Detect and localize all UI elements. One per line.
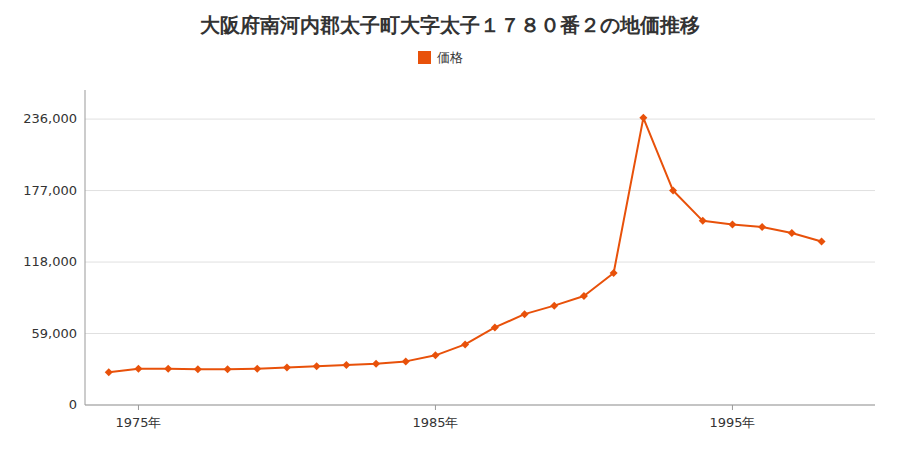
x-tick-label: 1995年 xyxy=(709,415,755,430)
marker xyxy=(669,187,677,195)
y-axis-line xyxy=(85,90,86,405)
line xyxy=(109,118,822,372)
chart: 大阪府南河内郡太子町大字太子１７８０番２の地価推移 0 59,000 118,000 1… xyxy=(0,0,900,450)
marker xyxy=(164,365,172,373)
grid-line xyxy=(85,405,875,406)
y-tick-label: 59,000 xyxy=(32,326,78,341)
plot-area xyxy=(105,114,826,376)
marker xyxy=(521,310,529,318)
marker xyxy=(580,292,588,300)
marker xyxy=(342,361,350,369)
marker xyxy=(491,323,499,331)
marker xyxy=(610,269,618,277)
y-tick-label: 236,000 xyxy=(23,111,77,126)
marker xyxy=(728,220,736,228)
marker xyxy=(253,365,261,373)
x-tick xyxy=(732,405,733,410)
grid xyxy=(85,119,875,405)
marker xyxy=(758,223,766,231)
marker xyxy=(550,302,558,310)
marker xyxy=(461,340,469,348)
marker xyxy=(699,217,707,225)
y-tick-label: 177,000 xyxy=(23,183,77,198)
x-tick-label: 1985年 xyxy=(412,415,458,430)
marker xyxy=(431,351,439,359)
grid-line xyxy=(85,262,875,263)
marker xyxy=(313,362,321,370)
marker xyxy=(788,229,796,237)
y-tick-label: 118,000 xyxy=(23,254,77,269)
grid-line xyxy=(85,190,875,191)
x-axis-line xyxy=(85,405,875,406)
marker xyxy=(194,365,202,373)
grid-line xyxy=(85,333,875,334)
legend-label: 価格 xyxy=(437,50,463,65)
legend-swatch xyxy=(418,51,431,64)
marker xyxy=(818,237,826,245)
x-tick-label: 1975年 xyxy=(115,415,161,430)
marker xyxy=(402,357,410,365)
grid-line xyxy=(85,119,875,120)
marker xyxy=(224,365,232,373)
legend: 価格 xyxy=(418,50,463,65)
marker xyxy=(134,365,142,373)
marker xyxy=(372,360,380,368)
x-tick xyxy=(435,405,436,410)
x-tick xyxy=(138,405,139,410)
marker xyxy=(105,368,113,376)
marker xyxy=(283,363,291,371)
marker xyxy=(639,114,647,122)
y-tick-label: 0 xyxy=(69,397,77,412)
title: 大阪府南河内郡太子町大字太子１７８０番２の地価推移 xyxy=(200,13,700,37)
